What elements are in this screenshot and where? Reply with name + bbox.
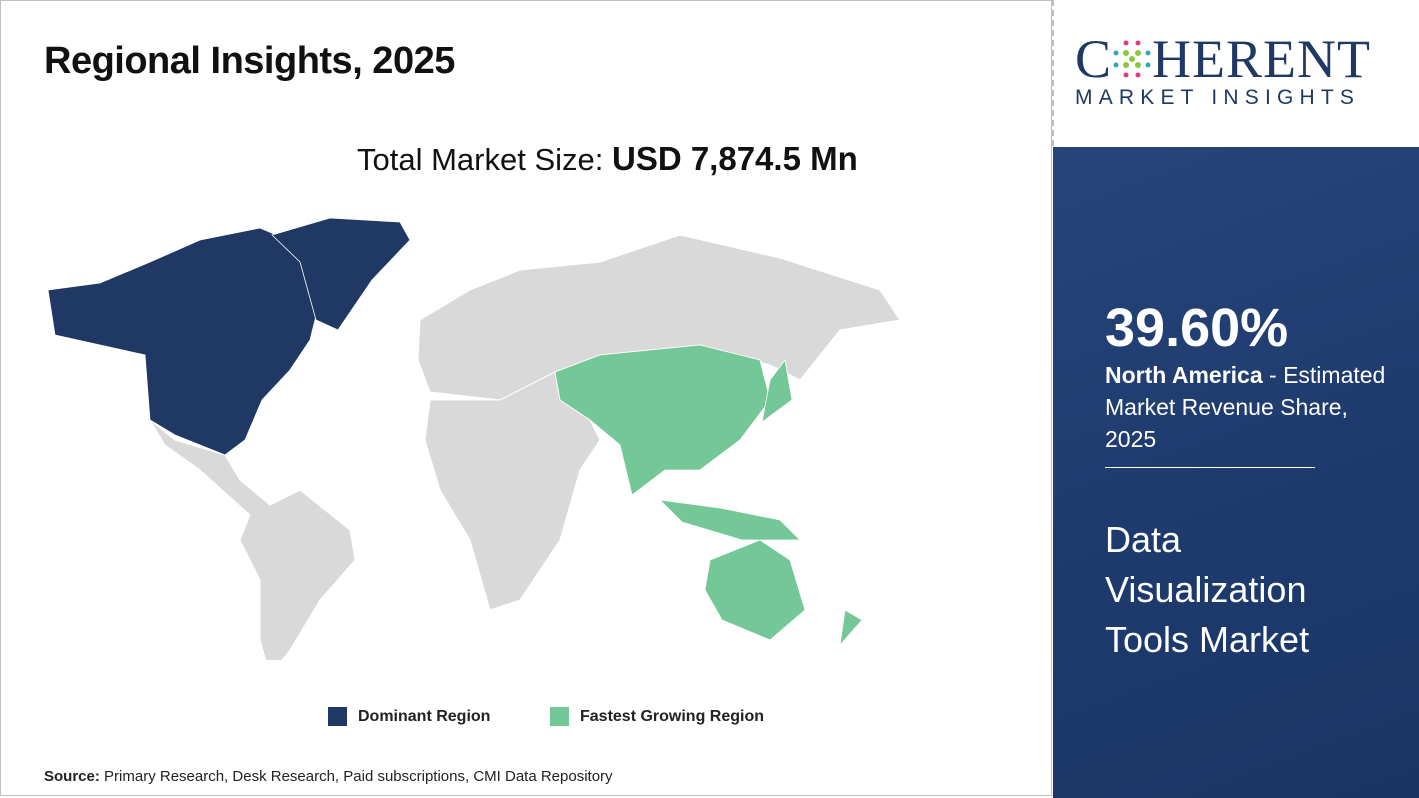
total-market-size: Total Market Size: USD 7,874.5 Mn	[357, 140, 858, 178]
share-value: 39.60%	[1105, 298, 1289, 358]
total-value: USD 7,874.5 Mn	[611, 140, 858, 177]
region-southeast-asia-islands	[658, 499, 801, 541]
legend-label: Fastest Growing Region	[580, 707, 765, 725]
legend-fastest: Fastest Growing Region	[550, 707, 764, 726]
region-new-zealand	[839, 609, 863, 647]
legend-label: Dominant Region	[358, 707, 491, 725]
share-region: North America	[1105, 362, 1263, 388]
logo: C HERENT MARKET INSIGHTS	[1075, 29, 1400, 110]
page-title: Regional Insights, 2025	[44, 40, 455, 82]
region-europe-russia	[417, 234, 901, 401]
logo-letter: C	[1075, 29, 1113, 89]
source-note: Source: Primary Research, Desk Research,…	[44, 768, 613, 785]
divider	[1052, 0, 1054, 146]
slide-frame	[0, 0, 1052, 796]
world-map	[47, 217, 901, 660]
legend-swatch-dominant	[328, 707, 347, 726]
share-description: North America - Estimated Market Revenue…	[1105, 359, 1405, 455]
region-latin-america	[149, 419, 356, 660]
legend-dominant: Dominant Region	[328, 707, 490, 726]
legend-swatch-fastest	[550, 707, 569, 726]
total-label: Total Market Size:	[357, 142, 612, 177]
region-australia	[704, 539, 806, 641]
logo-subtitle: MARKET INSIGHTS	[1075, 86, 1361, 109]
source-label: Source:	[44, 768, 100, 785]
region-north-america	[47, 227, 321, 456]
logo-text: HERENT	[1152, 29, 1371, 89]
source-text: Primary Research, Desk Research, Paid su…	[99, 768, 613, 785]
panel-divider	[1105, 467, 1315, 468]
info-panel: 39.60% North America - Estimated Market …	[1053, 147, 1419, 798]
market-name: Data Visualization Tools Market	[1105, 519, 1310, 660]
region-asia-pacific-mainland	[554, 344, 771, 496]
logo-dots-icon	[1113, 40, 1151, 78]
region-greenland	[271, 217, 411, 331]
region-japan	[761, 359, 793, 423]
share-desc-text: - Estimated Market Revenue Share, 2025	[1105, 362, 1386, 452]
